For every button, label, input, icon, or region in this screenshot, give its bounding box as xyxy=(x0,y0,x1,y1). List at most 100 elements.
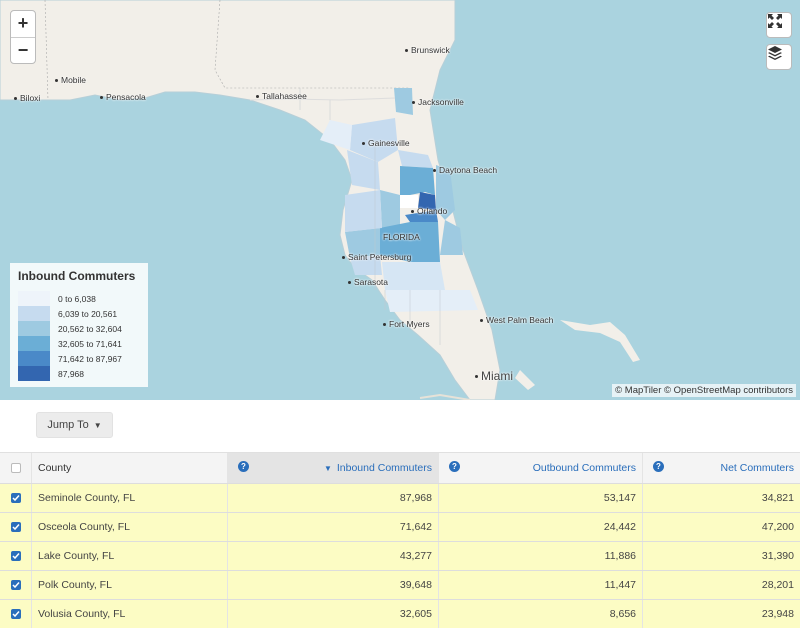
cell-net: 31,390 xyxy=(761,550,794,562)
help-icon[interactable]: ? xyxy=(449,461,460,472)
header-net-commuters[interactable]: ? Net Commuters xyxy=(643,453,800,483)
legend-item: 20,562 to 32,604 xyxy=(18,321,140,336)
table-row[interactable]: Osceola County, FL 71,642 24,442 47,200 xyxy=(0,512,800,541)
bahamas-island xyxy=(560,320,640,362)
zoom-in-button[interactable]: + xyxy=(17,13,29,33)
row-checkbox-cell xyxy=(0,484,32,512)
header-inbound-commuters[interactable]: ? ▼ Inbound Commuters xyxy=(228,453,439,483)
commuters-table: County ? ▼ Inbound Commuters ? Outbound … xyxy=(0,452,800,628)
header-outbound-commuters[interactable]: ? Outbound Commuters xyxy=(439,453,643,483)
legend-label: 0 to 6,038 xyxy=(58,293,96,304)
fullscreen-button[interactable] xyxy=(766,12,792,38)
legend-swatch xyxy=(18,306,50,321)
county-region xyxy=(400,195,418,208)
county-region xyxy=(347,150,380,190)
legend-label: 32,605 to 71,641 xyxy=(58,338,122,349)
row-checkbox[interactable] xyxy=(10,551,21,561)
table-row[interactable]: Seminole County, FL 87,968 53,147 34,821 xyxy=(0,483,800,512)
table-row[interactable]: Lake County, FL 43,277 11,886 31,390 xyxy=(0,541,800,570)
map-attribution[interactable]: © MapTiler © OpenStreetMap contributors xyxy=(612,384,796,397)
map-legend: Inbound Commuters 0 to 6,038 6,039 to 20… xyxy=(10,263,148,387)
jump-to-label: Jump To xyxy=(47,419,89,431)
zoom-out-button[interactable]: − xyxy=(11,37,35,63)
county-region xyxy=(405,210,438,222)
city-label-orlando: Orlando xyxy=(411,206,447,216)
cell-outbound: 11,886 xyxy=(439,542,643,570)
cell-county: Seminole County, FL xyxy=(32,484,228,512)
help-icon[interactable]: ? xyxy=(238,461,249,472)
header-outbound-label: Outbound Commuters xyxy=(532,462,636,474)
table-row[interactable]: Polk County, FL 39,648 11,447 28,201 xyxy=(0,570,800,599)
expand-icon xyxy=(768,14,782,28)
row-checkbox[interactable] xyxy=(10,580,21,590)
legend-label: 20,562 to 32,604 xyxy=(58,323,122,334)
county-region xyxy=(350,255,382,275)
county-region xyxy=(385,290,478,312)
county-region xyxy=(382,262,445,290)
legend-label: 71,642 to 87,967 xyxy=(58,353,122,364)
legend-label: 6,039 to 20,561 xyxy=(58,308,118,319)
legend-item: 71,642 to 87,967 xyxy=(18,351,140,366)
map-basemap xyxy=(0,0,640,400)
zoom-control: + − xyxy=(10,10,36,64)
checkmark-icon xyxy=(11,553,20,560)
state-border-line xyxy=(44,0,49,101)
table-row[interactable]: Volusia County, FL 32,605 8,656 23,948 xyxy=(0,599,800,628)
legend-swatch xyxy=(18,366,50,381)
road xyxy=(249,97,396,101)
legend-swatch xyxy=(18,321,50,336)
city-label-biloxi: Biloxi xyxy=(14,93,40,103)
county-borders xyxy=(299,88,441,345)
row-checkbox[interactable] xyxy=(10,609,21,619)
row-checkbox[interactable] xyxy=(10,493,21,503)
county-region xyxy=(440,220,463,255)
cell-county: Osceola County, FL xyxy=(32,513,228,541)
cell-county: Volusia County, FL xyxy=(32,600,228,628)
county-region xyxy=(345,190,382,232)
legend-item: 32,605 to 71,641 xyxy=(18,336,140,351)
county-region xyxy=(320,120,352,150)
cell-inbound: 32,605 xyxy=(228,600,439,628)
cell-net: 28,201 xyxy=(761,579,794,591)
caret-down-icon: ▼ xyxy=(93,420,102,430)
layers-icon xyxy=(768,46,782,60)
city-label-saint-petersburg: Saint Petersburg xyxy=(342,252,411,262)
florida-keys xyxy=(419,393,471,400)
city-label-jacksonville: Jacksonville xyxy=(412,97,464,107)
header-county[interactable]: County xyxy=(32,453,228,483)
cell-outbound: 11,447 xyxy=(439,571,643,599)
legend-item: 6,039 to 20,561 xyxy=(18,306,140,321)
city-label-tallahassee: Tallahassee xyxy=(256,91,307,101)
map-view[interactable]: Brunswick Mobile Biloxi Pensacola Tallah… xyxy=(0,0,800,400)
cell-net: 47,200 xyxy=(761,521,794,533)
table-header-row: County ? ▼ Inbound Commuters ? Outbound … xyxy=(0,452,800,483)
row-checkbox[interactable] xyxy=(10,522,21,532)
cell-inbound: 39,648 xyxy=(228,571,439,599)
city-label-brunswick: Brunswick xyxy=(405,45,450,55)
legend-swatch xyxy=(18,351,50,366)
row-checkbox-cell xyxy=(0,513,32,541)
city-label-gainesville: Gainesville xyxy=(362,138,410,148)
legend-title: Inbound Commuters xyxy=(18,269,136,283)
legend-item: 0 to 6,038 xyxy=(18,291,140,306)
header-net-label: Net Commuters xyxy=(720,462,794,474)
county-region xyxy=(350,118,398,162)
cell-net: 23,948 xyxy=(761,608,794,620)
cell-net: 34,821 xyxy=(761,492,794,504)
county-region xyxy=(418,192,436,210)
table-toolbar: Jump To ▼ xyxy=(0,400,800,452)
city-label-fort-myers: Fort Myers xyxy=(383,319,430,329)
jump-to-dropdown[interactable]: Jump To ▼ xyxy=(36,412,113,438)
layers-button[interactable] xyxy=(766,44,792,70)
help-icon[interactable]: ? xyxy=(653,461,664,472)
checkmark-icon xyxy=(11,524,20,531)
city-label-sarasota: Sarasota xyxy=(348,277,388,287)
state-border-line xyxy=(214,0,410,89)
cell-county: Lake County, FL xyxy=(32,542,228,570)
legend-label: 87,968 xyxy=(58,368,84,379)
checkmark-icon xyxy=(11,495,20,502)
select-all-checkbox[interactable] xyxy=(10,463,21,473)
checkmark-icon xyxy=(11,611,20,618)
county-region xyxy=(394,88,413,115)
cell-inbound: 43,277 xyxy=(228,542,439,570)
